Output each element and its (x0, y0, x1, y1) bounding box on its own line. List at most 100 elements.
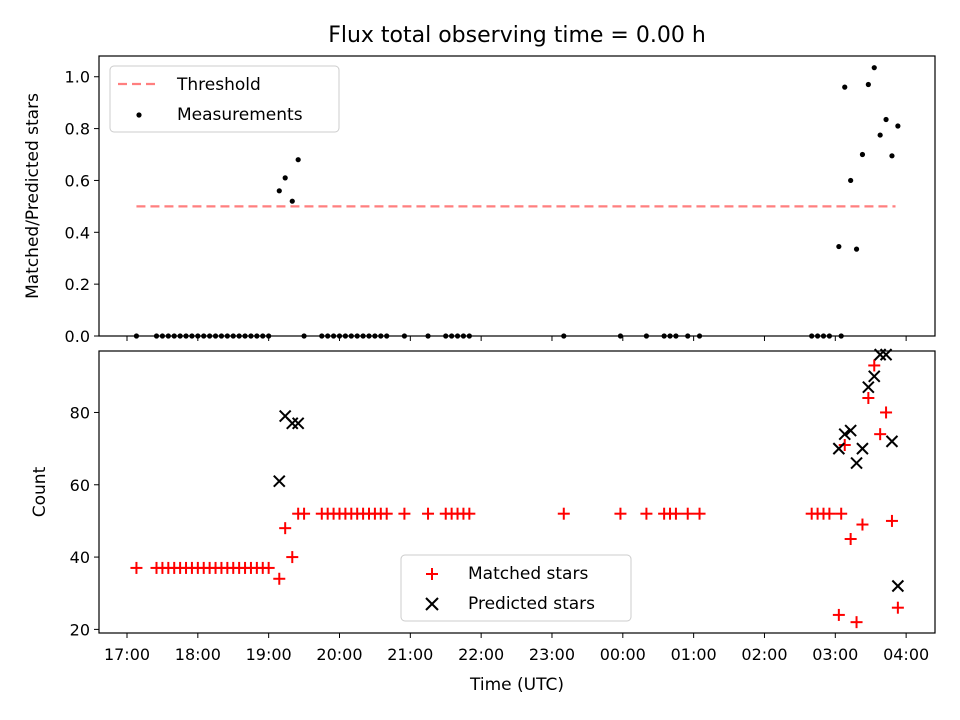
measurement-point (895, 123, 901, 129)
bottom-x-tick-label: 18:00 (175, 645, 221, 664)
measurement-point (877, 132, 883, 138)
top-legend: Threshold Measurements (109, 65, 340, 133)
predicted-star-point (868, 370, 881, 383)
matched-star-point (614, 507, 627, 520)
measurement-point (889, 153, 895, 159)
matched-star-points (130, 359, 904, 629)
predicted-star-point (850, 456, 863, 470)
matched-star-point (850, 616, 863, 629)
predicted-star-point (856, 442, 869, 455)
measurement-points (133, 65, 901, 339)
matched-star-point (856, 518, 869, 531)
bottom-x-tick-label: 01:00 (671, 645, 717, 664)
measurement-point (276, 188, 282, 194)
bottom-x-tick-label: 17:00 (104, 645, 150, 664)
predicted-star-point (844, 424, 857, 437)
bottom-x-tick-label: 04:00 (883, 645, 929, 664)
matched-star-point (463, 507, 476, 520)
bottom-y-axis-label: Count (30, 466, 50, 517)
predicted-star-point (891, 579, 905, 593)
top-y-tick-label: 0.0 (65, 327, 90, 346)
matched-star-point (681, 507, 694, 520)
measurement-point (289, 198, 295, 204)
bottom-x-axis-label: Time (UTC) (469, 675, 564, 695)
top-legend-box (109, 65, 340, 133)
matched-star-point (130, 561, 143, 574)
measurement-point (853, 246, 860, 252)
legend-predicted-swatch (425, 597, 439, 611)
predicted-star-point (862, 380, 875, 394)
top-y-tick-label: 1.0 (65, 68, 90, 87)
top-panel: Flux total observing time = 0.00 h 0.00.… (23, 23, 936, 346)
matched-star-point (862, 392, 875, 404)
bottom-x-tick-label: 20:00 (316, 645, 362, 664)
predicted-star-point (832, 442, 846, 455)
matched-star-point (262, 561, 275, 574)
bottom-x-tick-label: 00:00 (600, 645, 646, 664)
bottom-y-tick-label: 80 (70, 403, 90, 422)
measurement-point (848, 177, 854, 184)
top-y-ticks: 0.0 0.2 0.4 0.6 0.8 1.0 (65, 68, 99, 346)
matched-star-point (868, 359, 881, 372)
legend-threshold-label: Threshold (176, 75, 261, 95)
matched-star-point (422, 507, 435, 520)
matched-star-point (279, 522, 292, 535)
matched-star-point (669, 507, 682, 520)
matched-star-point (835, 507, 848, 520)
predicted-star-point (838, 427, 851, 441)
legend-matched-swatch (426, 568, 438, 580)
matched-star-point (891, 601, 904, 614)
top-y-tick-label: 0.4 (65, 223, 90, 242)
predicted-star-point (286, 417, 299, 430)
bottom-y-tick-label: 60 (70, 476, 90, 495)
bottom-x-tick-label: 03:00 (812, 645, 858, 664)
measurement-point (871, 65, 877, 71)
matched-star-point (557, 507, 570, 520)
bottom-legend: Matched stars Predicted stars (400, 554, 632, 622)
bottom-legend-box (400, 554, 632, 622)
bottom-y-tick-label: 40 (70, 548, 90, 567)
matched-star-point (874, 428, 887, 441)
matched-star-point (844, 533, 857, 545)
predicted-star-point (291, 417, 305, 430)
matched-star-point (693, 507, 706, 520)
legend-measurements-label: Measurements (177, 105, 303, 125)
legend-matched-label: Matched stars (468, 564, 588, 584)
bottom-x-tick-label: 19:00 (246, 645, 292, 664)
predicted-star-point (885, 435, 899, 448)
bottom-x-ticks: 17:00 18:00 19:00 20:00 21:00 22:00 23:00 00:00… (104, 633, 929, 664)
legend-measurements-swatch (136, 112, 142, 118)
top-plot-frame (98, 55, 936, 337)
measurement-point (282, 175, 288, 181)
bottom-x-tick-label: 02:00 (741, 645, 787, 664)
matched-star-point (640, 507, 653, 520)
bottom-panel: 20 40 60 80 17:00 18:00 19:00 20:00 21:00 22:00 2… (30, 348, 936, 695)
measurement-point (883, 116, 889, 123)
bottom-x-tick-label: 23:00 (529, 645, 575, 664)
matched-star-point (832, 608, 845, 621)
predicted-star-points (273, 348, 905, 593)
matched-star-point (380, 507, 393, 520)
bottom-x-tick-label: 21:00 (387, 645, 433, 664)
legend-predicted-label: Predicted stars (468, 594, 595, 614)
measurement-point (295, 157, 301, 163)
bottom-x-tick-label: 22:00 (458, 645, 504, 664)
matched-star-point (286, 551, 299, 564)
matched-star-point (880, 406, 893, 419)
measurement-point (859, 151, 866, 158)
measurement-point (865, 81, 871, 88)
top-y-tick-label: 0.2 (65, 275, 90, 294)
bottom-plot-frame (98, 350, 936, 634)
measurement-point (836, 243, 842, 250)
matched-star-point (838, 439, 851, 451)
matched-star-point (823, 507, 836, 520)
top-chart-title: Flux total observing time = 0.00 h (328, 23, 706, 48)
matched-star-point (298, 507, 311, 520)
top-y-tick-label: 0.6 (65, 171, 90, 190)
bottom-y-ticks: 20 40 60 80 (70, 403, 99, 639)
measurement-point (842, 84, 848, 90)
matched-star-point (885, 514, 898, 527)
top-y-tick-label: 0.8 (65, 120, 90, 139)
matched-star-point (398, 507, 411, 520)
